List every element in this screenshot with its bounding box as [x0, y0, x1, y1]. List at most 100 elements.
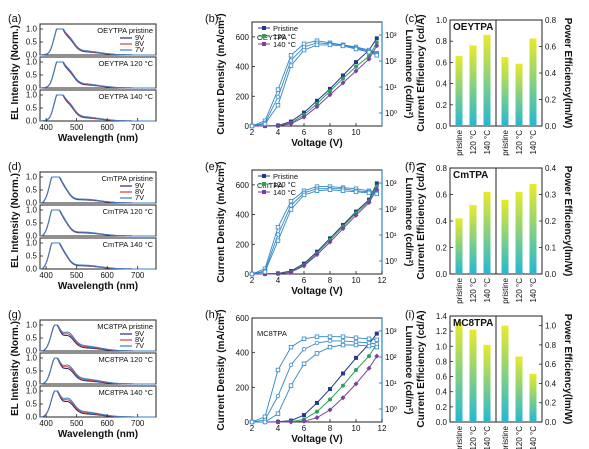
- bar-ytick-label: 1.4: [436, 312, 448, 321]
- jvl-ytick-label: 200: [236, 92, 250, 101]
- jvl-xtick-label: 10: [352, 424, 361, 433]
- bar-current-efficiency: [469, 45, 477, 126]
- jvl-current-point: [275, 419, 281, 425]
- el-xtick-label: 700: [131, 271, 145, 280]
- el-ytick-label: 0.5: [26, 104, 38, 113]
- jvl-current-line-1: [251, 42, 378, 127]
- jvl-current-point: [374, 36, 379, 41]
- el-subplot-label: OEYTPA pristine: [97, 26, 153, 35]
- jvl-y2tick-label: 10²: [385, 57, 397, 66]
- el-ytick-label: 0.0: [26, 413, 38, 422]
- bar-current-efficiency: [483, 34, 491, 127]
- bar-category-label: 140 °C: [483, 426, 492, 449]
- jvl-luminance-point: [374, 337, 379, 343]
- bar-current-efficiency: [469, 205, 477, 274]
- el-spectrum-curve-7V: [39, 390, 156, 418]
- panel-letter: (c): [405, 13, 418, 25]
- bar-category-label: 120 °C: [469, 426, 478, 449]
- jvl-current-point: [327, 407, 333, 413]
- el-legend-label: 9V: [135, 329, 144, 338]
- jvl-luminance-point: [262, 121, 268, 127]
- el-subplot-label: CmTPA 120 °C: [103, 207, 154, 216]
- jvl-current-point: [366, 56, 372, 62]
- jvl-current-point: [341, 73, 345, 78]
- jvl-ytick-label: 0: [245, 418, 250, 427]
- jvl-current-point: [341, 383, 345, 388]
- el-xtick-label: 700: [131, 123, 145, 132]
- el-ytick-label: 0.0: [26, 199, 38, 208]
- el-ytick-label: 0.0: [26, 380, 38, 389]
- el-spectrum-curve-7V: [40, 94, 156, 122]
- panel-letter: (g): [8, 309, 21, 321]
- jvl-legend-marker: [262, 182, 266, 186]
- panel-letter: (b): [205, 13, 218, 25]
- bar-category-label: 120 °C: [515, 130, 524, 155]
- jvl-current-point: [374, 40, 379, 45]
- jvl-y2tick-label: 10¹: [385, 231, 397, 240]
- jvl-y2tick-label: 10⁰: [385, 405, 397, 414]
- jvl-current-point: [314, 252, 320, 258]
- jvl-xtick-label: 2: [250, 276, 255, 285]
- jvl-current-point: [340, 80, 346, 86]
- el-ytick-label: 1.0: [26, 239, 38, 248]
- jvl-luminance-point: [288, 198, 294, 204]
- el-subplot-frame: [39, 23, 157, 56]
- jvl-current-point: [354, 368, 358, 372]
- el-legend-label: 7V: [135, 341, 144, 350]
- el-subplot-label: MC8TPA pristine: [97, 322, 153, 331]
- el-subplot-frame: [39, 352, 157, 385]
- jvl-luminance-point: [275, 367, 281, 373]
- bar-category-label: 140 °C: [529, 426, 538, 449]
- jvl-xaxis-title: Voltage (V): [291, 286, 342, 297]
- jvl-luminance-point: [301, 336, 307, 341]
- bar-y2tick-label: 0.4: [545, 69, 557, 78]
- el-xtick-label: 500: [70, 419, 84, 428]
- bar-yaxis-title: Current Efficiency (cd/A): [416, 14, 427, 131]
- jvl-xtick-label: 4: [276, 276, 281, 285]
- bar-y2tick-label: 0.8: [545, 341, 557, 350]
- jvl-luminance-point: [340, 342, 346, 348]
- jvl-luminance-point: [327, 42, 333, 48]
- bar-y2tick-label: 0.6: [545, 360, 557, 369]
- jvl-luminance-point: [353, 335, 359, 340]
- jvl-xtick-label: 4: [276, 128, 281, 137]
- bar-category-label: pristine: [455, 129, 464, 155]
- bar-y2tick-label: 0.1: [545, 244, 557, 253]
- el-yaxis-title: EL Intensity (Norm.): [10, 321, 21, 416]
- el-spectrum-curve-7V: [39, 324, 156, 352]
- jvl-current-point: [314, 415, 320, 421]
- jvl-current-point: [275, 271, 281, 277]
- el-ytick-label: 0.5: [26, 334, 38, 343]
- el-subplot-frame: [39, 56, 157, 89]
- jvl-legend-label: Pristine: [273, 172, 298, 181]
- el-subplot-frame: [39, 171, 157, 204]
- el-subplot-frame: [39, 385, 157, 418]
- jvl-luminance-point: [366, 190, 372, 196]
- jvl-yaxis-title: Current Density (mA/cm²): [216, 13, 227, 134]
- jvl-ytick-label: 600: [236, 181, 250, 190]
- bar-ytick-label: 0.8: [436, 164, 448, 173]
- el-xtick-label: 700: [131, 419, 145, 428]
- el-subplot-label: MC8TPA 140 °C: [98, 388, 153, 397]
- jvl-current-point: [341, 76, 345, 81]
- bar-ytick-label: 0.4: [436, 388, 448, 397]
- jvl-y2tick-label: 10³: [385, 31, 397, 40]
- bar-power-efficiency: [501, 57, 509, 126]
- el-ytick-label: 1.0: [26, 321, 38, 330]
- el-xtick-label: 400: [39, 419, 53, 428]
- bar-power-efficiency: [529, 38, 537, 126]
- jvl-current-point: [302, 413, 306, 418]
- jvl-luminance-line-0: [251, 186, 377, 275]
- jvl-luminance-point: [314, 340, 320, 346]
- jvl-luminance-point: [288, 53, 294, 58]
- jvl-current-point: [341, 371, 345, 376]
- jvl-luminance-line-1: [251, 188, 377, 275]
- bar-category-label: 120 °C: [515, 278, 524, 303]
- bar-ytick-label: 0.6: [436, 373, 448, 382]
- bar-power-efficiency: [529, 183, 537, 274]
- jvl-luminance-point: [353, 46, 359, 52]
- jvl-xtick-label: 12: [378, 276, 387, 285]
- jvl-xtick-label: 6: [302, 276, 307, 285]
- jvl-current-point: [374, 184, 379, 189]
- jvl-y2tick-label: 10³: [385, 179, 397, 188]
